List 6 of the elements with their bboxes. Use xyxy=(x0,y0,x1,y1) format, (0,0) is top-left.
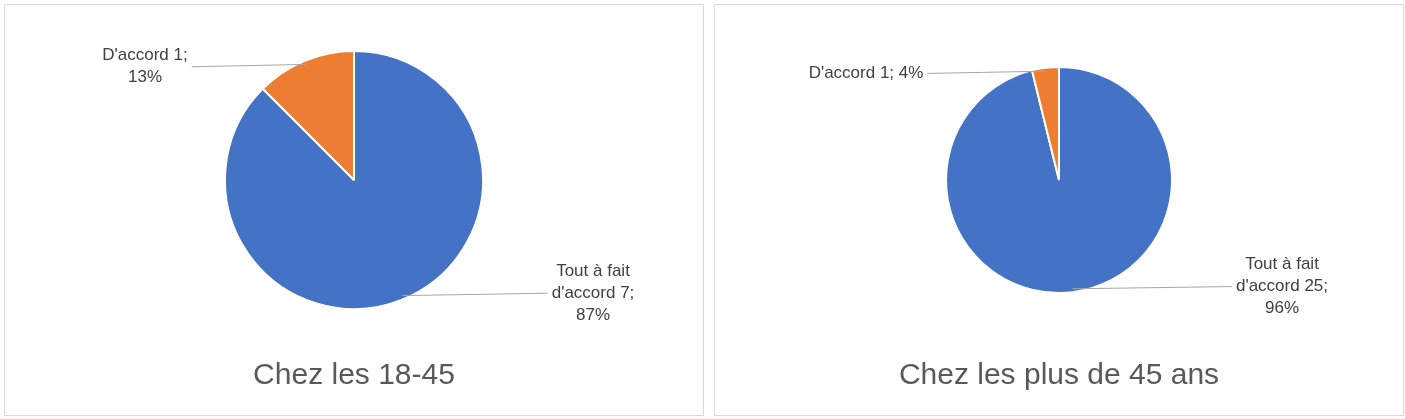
slice-label: Tout à fait d'accord 25; 96% xyxy=(1235,254,1329,318)
text: Chez les 18-45 xyxy=(252,357,456,391)
slice-label: D'accord 1; 4% xyxy=(808,63,924,83)
slice-label: D'accord 1; 13% xyxy=(102,45,188,87)
slice-label: Tout à fait d'accord 7; 87% xyxy=(551,260,635,324)
text: Chez les plus de 45 ans xyxy=(897,357,1221,391)
